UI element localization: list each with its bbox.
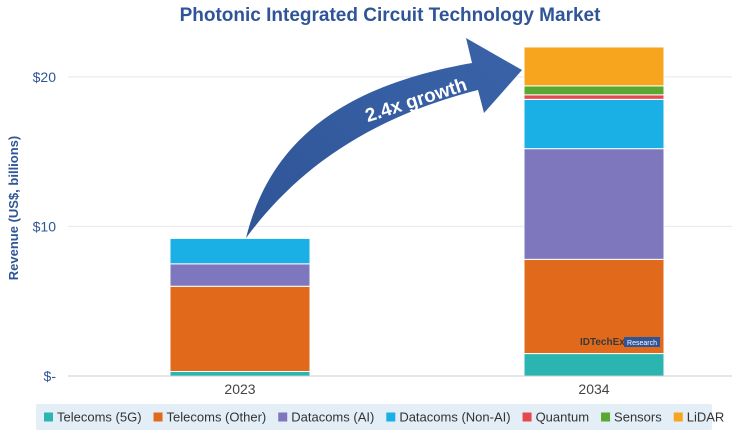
legend: Telecoms (5G) Telecoms (Other) Datacoms (A… [44, 410, 724, 425]
legend-label: LiDAR [687, 410, 725, 425]
y-axis-ticks: $- $10 $20 [33, 69, 57, 384]
x-tick-label: 2023 [224, 381, 255, 397]
brand-name: IDTechEx [580, 337, 625, 348]
bar-segment [523, 353, 665, 377]
legend-swatch [278, 412, 288, 422]
bar-segment [523, 98, 665, 150]
bar-segment [523, 46, 665, 87]
y-tick-label: $20 [33, 69, 57, 85]
legend-background [36, 404, 712, 430]
legend-label: Quantum [536, 410, 589, 425]
y-axis-label: Revenue (US$, billions) [6, 136, 21, 280]
legend-swatch [522, 412, 532, 422]
brand-tag: Research [627, 340, 657, 347]
y-tick-label: $10 [33, 218, 57, 234]
y-tick-label: $- [44, 368, 57, 384]
legend-swatch [386, 412, 396, 422]
chart-title: Photonic Integrated Circuit Technology M… [180, 5, 602, 26]
legend-label: Datacoms (AI) [291, 410, 374, 425]
bar-stack-2023 [169, 237, 311, 377]
legend-label: Telecoms (5G) [57, 410, 142, 425]
bar-segment [523, 94, 665, 100]
bar-segment [523, 85, 665, 96]
legend-swatch [44, 412, 53, 422]
bar-segment [169, 285, 311, 373]
brand-tag-badge [624, 337, 660, 347]
x-tick-label: 2034 [578, 381, 609, 397]
legend-label: Datacoms (Non-AI) [399, 410, 510, 425]
idtechex-logo: IDTechEx Research [580, 337, 660, 348]
legend-swatch [153, 412, 163, 422]
bar-stacks [169, 46, 665, 377]
legend-label: Telecoms (Other) [167, 410, 267, 425]
x-axis-ticks: 2023 2034 [224, 381, 609, 397]
bar-segment [169, 371, 311, 377]
bar-stack-2034 [523, 46, 665, 377]
bar-segment [169, 263, 311, 287]
bar-segment [169, 237, 311, 265]
growth-arrow [246, 38, 522, 238]
legend-swatch [601, 412, 611, 422]
legend-label: Sensors [614, 410, 662, 425]
bar-segment [523, 148, 665, 260]
legend-swatch [673, 412, 683, 422]
